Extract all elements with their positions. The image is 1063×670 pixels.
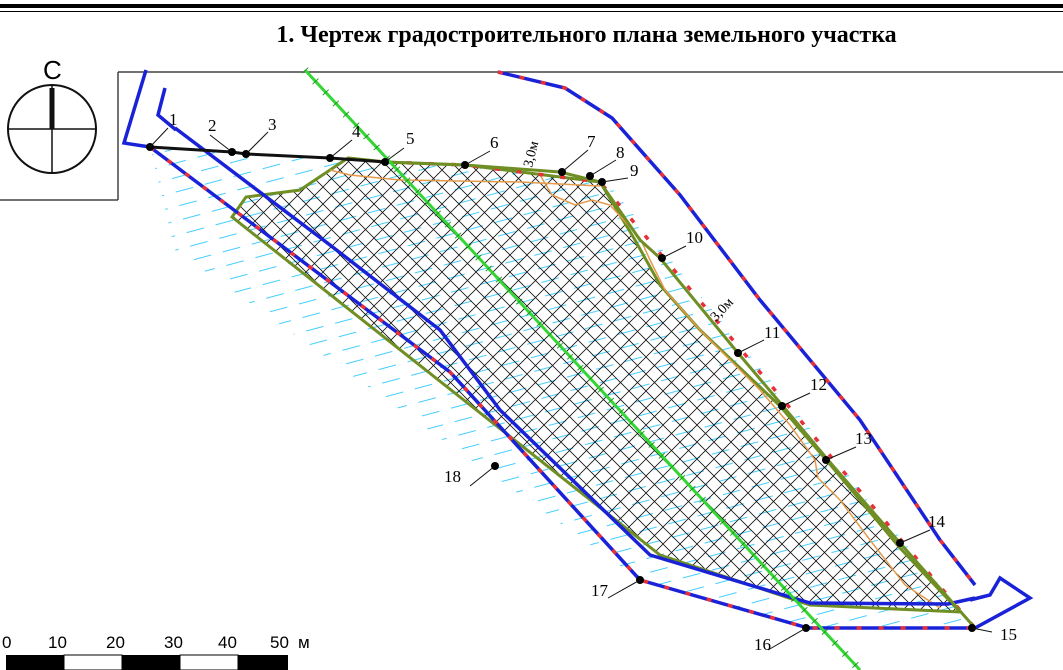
red-marks <box>148 70 977 630</box>
building-outline <box>347 156 977 629</box>
point-label-16: 16 <box>754 635 771 654</box>
leader-line-16 <box>767 627 807 651</box>
leader-line-15 <box>971 627 993 633</box>
scale-bar: 0 10 20 30 40 50 м <box>2 633 310 670</box>
point-label-12: 12 <box>810 375 827 394</box>
point-label-8: 8 <box>616 143 625 162</box>
top-border <box>0 4 1063 8</box>
scale-tick-10: 10 <box>48 633 67 652</box>
leader-line-4 <box>329 139 353 159</box>
scale-tick-0: 0 <box>2 633 11 652</box>
leader-line-11 <box>737 339 765 354</box>
leader-group <box>149 127 993 651</box>
leader-line-13 <box>825 446 857 461</box>
point-label-11: 11 <box>764 323 780 342</box>
red-lines-boundary <box>121 69 1034 630</box>
leader-line-18 <box>469 465 496 487</box>
leader-line-17 <box>607 579 641 599</box>
north-compass: С <box>7 55 97 174</box>
leader-line-5 <box>384 147 405 163</box>
leader-line-9 <box>601 177 629 183</box>
point-label-6: 6 <box>490 133 499 152</box>
north-label: С <box>43 55 62 85</box>
leader-line-6 <box>464 150 491 166</box>
point-label-1: 1 <box>169 110 178 129</box>
leader-line-2 <box>209 134 233 153</box>
point-label-15: 15 <box>1000 625 1017 644</box>
point-label-18: 18 <box>444 467 461 486</box>
point-labels: 1 2 3 4 5 6 7 8 9 10 11 12 13 14 15 16 1… <box>169 110 1017 654</box>
leader-line-10 <box>661 245 687 259</box>
frame <box>0 71 1063 201</box>
point-label-13: 13 <box>855 429 872 448</box>
utility-line <box>302 67 863 670</box>
scale-tick-50: 50 <box>270 633 289 652</box>
leader-line-12 <box>781 392 811 407</box>
setback-label-top: 3,0м <box>521 140 542 169</box>
point-label-17: 17 <box>591 581 609 600</box>
point-label-10: 10 <box>686 228 703 247</box>
setback-lines <box>329 169 941 609</box>
point-label-9: 9 <box>630 161 639 180</box>
point-label-5: 5 <box>406 129 415 148</box>
leader-line-3 <box>245 131 269 155</box>
scale-tick-30: 30 <box>164 633 183 652</box>
scale-tick-40: 40 <box>218 633 237 652</box>
point-label-4: 4 <box>352 122 361 141</box>
leader-line-8 <box>589 159 617 177</box>
leader-line-14 <box>899 529 931 544</box>
scale-tick-20: 20 <box>106 633 125 652</box>
top-border-thin <box>0 11 1063 12</box>
scale-unit: м <box>298 633 310 652</box>
leader-line-1 <box>149 127 169 148</box>
point-label-3: 3 <box>268 115 277 134</box>
point-label-2: 2 <box>208 116 217 135</box>
leader-line-7 <box>561 149 589 173</box>
page-title: 1. Чертеж градостроительного плана земел… <box>276 22 897 48</box>
point-label-7: 7 <box>587 132 596 151</box>
point-label-14: 14 <box>928 512 946 531</box>
